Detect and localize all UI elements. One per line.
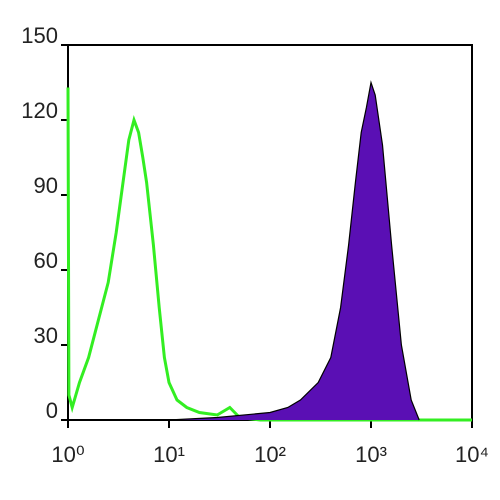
x-tick-label: 10¹ bbox=[153, 442, 185, 467]
x-tick-label: 10⁰ bbox=[51, 442, 84, 467]
x-tick-label: 10² bbox=[254, 442, 286, 467]
plot-frame bbox=[67, 44, 473, 421]
area-fill bbox=[98, 82, 420, 420]
y-tick-label: 30 bbox=[34, 323, 58, 348]
x-tick-label: 10³ bbox=[355, 442, 387, 467]
y-tick-label: 150 bbox=[21, 23, 58, 48]
y-tick-label: 60 bbox=[34, 248, 58, 273]
histogram-line bbox=[66, 87, 472, 422]
x-tick-label: 10⁴ bbox=[455, 442, 489, 467]
area-outline bbox=[98, 80, 420, 421]
y-tick-label: 90 bbox=[34, 173, 58, 198]
y-tick-label: 120 bbox=[21, 98, 58, 123]
y-tick-label: 0 bbox=[46, 398, 58, 423]
